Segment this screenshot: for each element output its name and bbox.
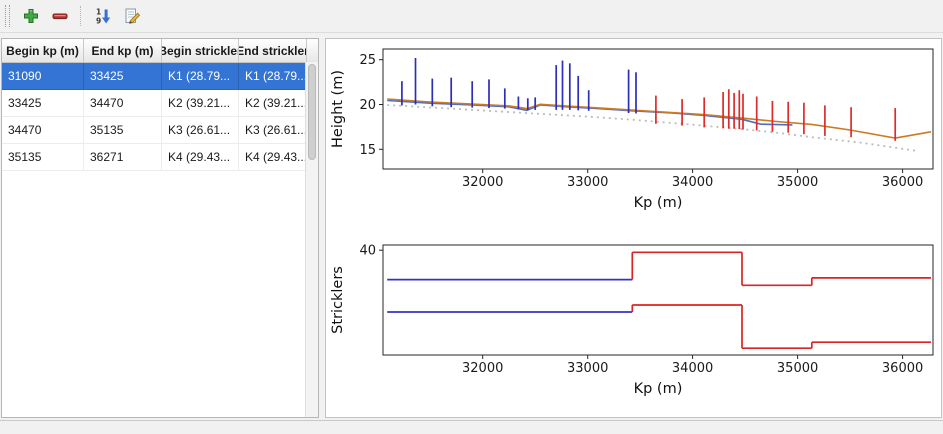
cell-begin-kp[interactable]: 34470 xyxy=(2,117,84,143)
cell-begin-strickler[interactable]: K4 (29.43... xyxy=(162,144,239,170)
cell-begin-strickler[interactable]: K2 (39.21... xyxy=(162,90,239,116)
sort-button[interactable]: 1 9 xyxy=(90,3,116,29)
x-tick-label: 35000 xyxy=(777,361,818,376)
table-header: Begin kp (m) End kp (m) Begin strickler End… xyxy=(2,39,318,63)
cell-begin-kp[interactable]: 31090 xyxy=(2,63,84,89)
edit-button[interactable] xyxy=(119,3,145,29)
table-row[interactable]: 31090 33425 K1 (28.79... K1 (28.79... xyxy=(2,63,318,90)
x-axis-label: Kp (m) xyxy=(634,381,683,397)
y-tick-label: 25 xyxy=(359,53,376,68)
x-tick-label: 36000 xyxy=(882,361,923,376)
cell-begin-strickler[interactable]: K3 (26.61... xyxy=(162,117,239,143)
x-tick-label: 36000 xyxy=(882,175,923,190)
column-header-end-kp[interactable]: End kp (m) xyxy=(84,39,162,62)
x-axis-label: Kp (m) xyxy=(634,195,683,211)
status-bar xyxy=(0,420,943,434)
x-tick-label: 33000 xyxy=(567,175,608,190)
toolbar: 1 9 xyxy=(0,0,943,33)
column-header-end-strickler[interactable]: End strickler xyxy=(239,39,307,62)
x-tick-label: 33000 xyxy=(567,361,608,376)
y-axis-label: Height (m) xyxy=(330,70,346,148)
x-tick-label: 35000 xyxy=(777,175,818,190)
cell-begin-kp[interactable]: 35135 xyxy=(2,144,84,170)
plus-icon xyxy=(24,9,38,23)
x-tick-label: 32000 xyxy=(462,175,503,190)
height-chart-axes: 32000 33000 34000 35000 36000 15 20 25 Kp (m) Hei… xyxy=(330,48,934,211)
column-header-begin-strickler[interactable]: Begin strickler xyxy=(162,39,239,62)
column-header-begin-kp[interactable]: Begin kp (m) xyxy=(2,39,84,62)
cell-end-strickler[interactable]: K1 (28.79... xyxy=(239,63,307,89)
bed-profile-dotted xyxy=(387,104,919,152)
y-tick-label: 15 xyxy=(359,143,376,158)
minus-icon xyxy=(52,13,68,20)
cell-end-kp[interactable]: 35135 xyxy=(84,117,162,143)
strickler-lower-steps xyxy=(387,304,931,350)
edit-pencil-icon xyxy=(125,8,141,24)
y-tick-label: 40 xyxy=(359,244,376,259)
y-axis-label: Stricklers xyxy=(330,266,346,334)
cell-begin-strickler[interactable]: K1 (28.79... xyxy=(162,63,239,89)
stricklers-chart: 32000 33000 34000 35000 36000 40 Kp (m) Strickl… xyxy=(330,244,934,397)
height-chart: 32000 33000 34000 35000 36000 15 20 25 Kp (m) Hei… xyxy=(330,48,934,211)
x-tick-label: 32000 xyxy=(462,361,503,376)
strickler-upper-steps xyxy=(387,251,931,287)
table-row[interactable]: 34470 35135 K3 (26.61... K3 (26.61... xyxy=(2,117,318,144)
x-tick-label: 34000 xyxy=(672,361,713,376)
add-button[interactable] xyxy=(18,3,44,29)
cell-end-kp[interactable]: 33425 xyxy=(84,63,162,89)
x-tick-label: 34000 xyxy=(672,175,713,190)
cell-end-kp[interactable]: 36271 xyxy=(84,144,162,170)
y-tick-label: 20 xyxy=(359,98,376,113)
remove-button[interactable] xyxy=(47,3,73,29)
toolbar-grip[interactable] xyxy=(5,5,10,27)
table-row[interactable]: 33425 34470 K2 (39.21... K2 (39.21... xyxy=(2,90,318,117)
table-body: 31090 33425 K1 (28.79... K1 (28.79... 33425 3… xyxy=(2,63,318,171)
scrollbar-thumb[interactable] xyxy=(308,64,316,160)
table-row[interactable]: 35135 36271 K4 (29.43... K4 (29.43... xyxy=(2,144,318,171)
strickler-zones-table: Begin kp (m) End kp (m) Begin strickler End… xyxy=(1,38,319,418)
cell-end-strickler[interactable]: K2 (39.21... xyxy=(239,90,307,116)
left-bank-spikes xyxy=(401,58,637,114)
cell-begin-kp[interactable]: 33425 xyxy=(2,90,84,116)
sort-numeric-icon: 1 9 xyxy=(96,8,111,26)
water-line-blue xyxy=(387,99,793,126)
svg-text:1: 1 xyxy=(96,8,101,17)
vertical-scrollbar[interactable] xyxy=(305,62,318,417)
right-bank-spikes xyxy=(655,89,897,141)
cell-end-strickler[interactable]: K3 (26.61... xyxy=(239,117,307,143)
stricklers-chart-axes: 32000 33000 34000 35000 36000 40 Kp (m) Strickl… xyxy=(330,244,934,397)
charts-panel: 32000 33000 34000 35000 36000 15 20 25 Kp (m) Hei… xyxy=(325,38,942,418)
cell-end-kp[interactable]: 34470 xyxy=(84,90,162,116)
cell-end-strickler[interactable]: K4 (29.43... xyxy=(239,144,307,170)
toolbar-separator xyxy=(80,6,83,26)
svg-text:9: 9 xyxy=(96,17,101,26)
